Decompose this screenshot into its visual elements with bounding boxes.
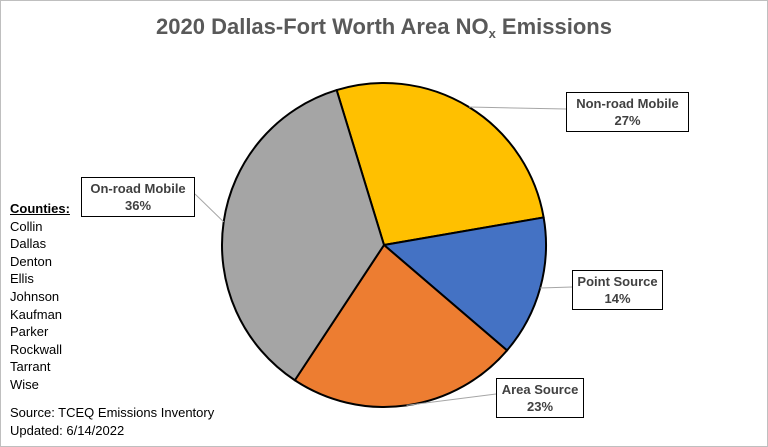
counties-header: Counties: [10, 201, 70, 216]
title-main: 2020 Dallas-Fort Worth Area NO [156, 14, 489, 39]
label-area-source: Area Source 23% [496, 378, 584, 418]
counties-list: Counties: Collin Dallas Denton Ellis Joh… [10, 200, 70, 394]
leader-line [194, 193, 225, 223]
pie-slice-area-source [293, 244, 509, 408]
county-item: Rockwall [10, 341, 63, 357]
pie-slice-point-source [383, 216, 547, 352]
title-end: Emissions [495, 14, 612, 39]
label-point-source: Point Source 14% [572, 270, 663, 310]
leader-line [468, 106, 567, 110]
title-subscript: x [488, 26, 496, 41]
label-pct: 36% [124, 198, 152, 213]
county-item: Johnson [10, 288, 60, 304]
chart-title: 2020 Dallas-Fort Worth Area NOx Emission… [0, 14, 768, 41]
county-item: Ellis [10, 271, 34, 287]
county-item: Collin [10, 218, 43, 234]
label-name: Area Source [501, 382, 579, 397]
leader-line [540, 286, 573, 289]
label-name: Non-road Mobile [576, 96, 679, 111]
county-item: Tarrant [10, 359, 51, 375]
label-pct: 14% [604, 291, 631, 306]
label-pct: 23% [526, 399, 554, 414]
updated-line: Updated: 6/14/2022 [10, 423, 125, 438]
source-note: Source: TCEQ Emissions Inventory Updated… [10, 404, 214, 440]
county-item: Dallas [10, 236, 47, 252]
pie-slice-on-road-mobile [221, 89, 385, 382]
label-pct: 27% [614, 113, 641, 128]
county-item: Denton [10, 253, 52, 269]
label-non-road-mobile: Non-road Mobile 27% [566, 92, 689, 132]
county-item: Kaufman [10, 306, 63, 322]
label-on-road-mobile: On-road Mobile 36% [81, 177, 195, 217]
leader-line [406, 393, 497, 406]
county-item: Parker [10, 324, 49, 340]
label-name: On-road Mobile [90, 181, 186, 196]
source-line: Source: TCEQ Emissions Inventory [10, 405, 215, 420]
label-name: Point Source [577, 274, 658, 289]
county-item: Wise [10, 376, 39, 392]
